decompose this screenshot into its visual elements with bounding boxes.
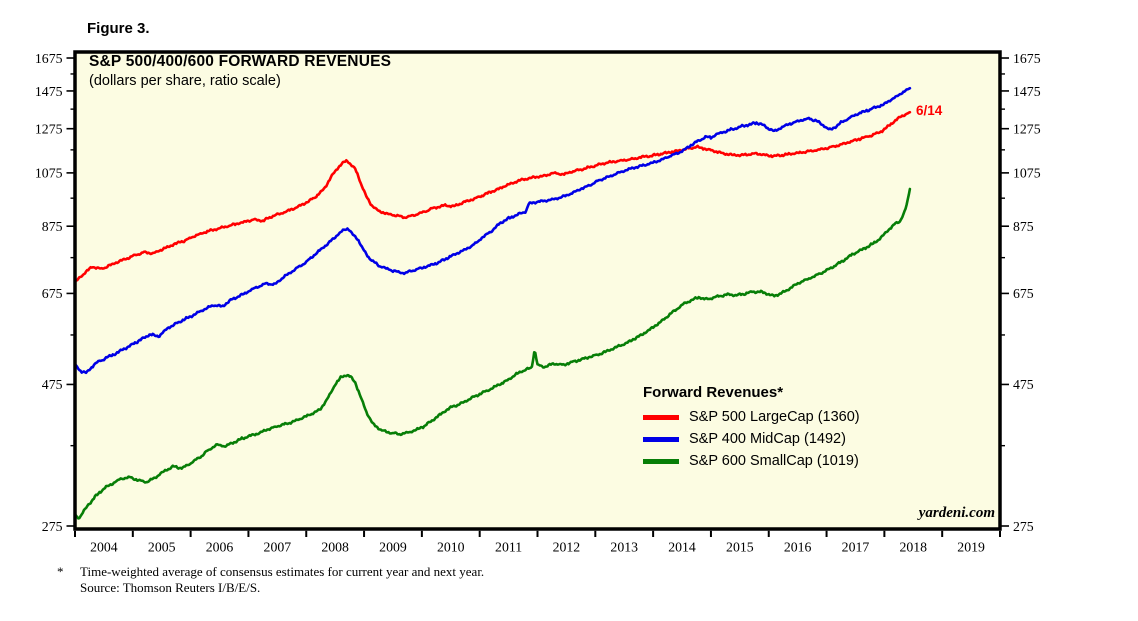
y-axis-label-left: 275: [42, 519, 63, 534]
footnote-line1: Time-weighted average of consensus estim…: [80, 564, 485, 579]
y-axis-label-right: 1675: [1013, 51, 1041, 66]
y-axis-label-left: 1275: [35, 121, 63, 136]
sp400-line-swatch-icon: [643, 436, 679, 442]
legend-title: Forward Revenues*: [643, 384, 784, 401]
y-axis-label-left: 1075: [35, 166, 63, 181]
x-axis-year-label: 2017: [842, 540, 870, 555]
sp600-line-swatch-icon: [643, 458, 679, 464]
legend-item-sp400: S&P 400 MidCap (1492): [643, 428, 860, 450]
x-axis-year-label: 2004: [90, 540, 118, 555]
x-axis-year-label: 2008: [321, 540, 349, 555]
y-axis-label-right: 1275: [1013, 121, 1041, 136]
chart-frame: [73, 50, 1002, 531]
x-axis-year-label: 2013: [610, 540, 638, 555]
x-axis-year-label: 2007: [264, 540, 292, 555]
legend-item-sp600: S&P 600 SmallCap (1019): [643, 450, 860, 472]
legend-label-sp400: S&P 400 MidCap (1492): [689, 431, 846, 447]
chart-legend: Forward Revenues* S&P 500 LargeCap (1360…: [643, 384, 860, 472]
chart-title: S&P 500/400/600 FORWARD REVENUES: [89, 53, 392, 70]
x-axis-year-label: 2012: [553, 540, 581, 555]
y-axis-label-left: 875: [42, 219, 63, 234]
y-axis-label-left: 675: [42, 286, 63, 301]
x-axis-year-label: 2005: [148, 540, 176, 555]
plot-background: [75, 52, 1000, 529]
x-axis-year-label: 2009: [379, 540, 407, 555]
y-axis-label-left: 1675: [35, 51, 63, 66]
y-axis-label-right: 1475: [1013, 84, 1041, 99]
footnote-marker: *: [57, 564, 64, 579]
x-axis-year-label: 2015: [726, 540, 754, 555]
legend-label-sp600: S&P 600 SmallCap (1019): [689, 453, 859, 469]
x-axis-year-label: 2006: [206, 540, 234, 555]
y-axis-label-right: 475: [1013, 377, 1034, 392]
series-line-s-p-600-smallcap: [76, 187, 912, 520]
y-axis-label-right: 1075: [1013, 166, 1041, 181]
y-axis-label-right: 675: [1013, 286, 1034, 301]
sp500-line-swatch-icon: [643, 414, 679, 420]
chart-subtitle: (dollars per share, ratio scale): [89, 73, 281, 89]
watermark: yardeni.com: [918, 505, 995, 521]
series-line-s-p-400-midcap: [76, 86, 912, 375]
y-axis-label-left: 475: [42, 377, 63, 392]
legend-item-sp500: S&P 500 LargeCap (1360): [643, 406, 860, 428]
x-axis-year-label: 2010: [437, 540, 465, 555]
x-axis-year-label: 2019: [957, 540, 985, 555]
figure-label: Figure 3.: [87, 20, 150, 37]
y-axis-label-right: 875: [1013, 219, 1034, 234]
y-axis-label-left: 1475: [35, 84, 63, 99]
x-axis-year-label: 2018: [899, 540, 927, 555]
legend-label-sp500: S&P 500 LargeCap (1360): [689, 409, 860, 425]
footnote: * Time-weighted average of consensus est…: [57, 564, 484, 596]
x-axis-year-label: 2014: [668, 540, 696, 555]
last-date-annotation: 6/14: [916, 103, 943, 118]
x-axis-year-label: 2016: [784, 540, 812, 555]
footnote-line2: Source: Thomson Reuters I/B/E/S.: [80, 580, 261, 595]
series-line-s-p-500-largecap: [76, 110, 912, 283]
y-axis-label-right: 275: [1013, 519, 1034, 534]
x-axis-year-label: 2011: [495, 540, 522, 555]
